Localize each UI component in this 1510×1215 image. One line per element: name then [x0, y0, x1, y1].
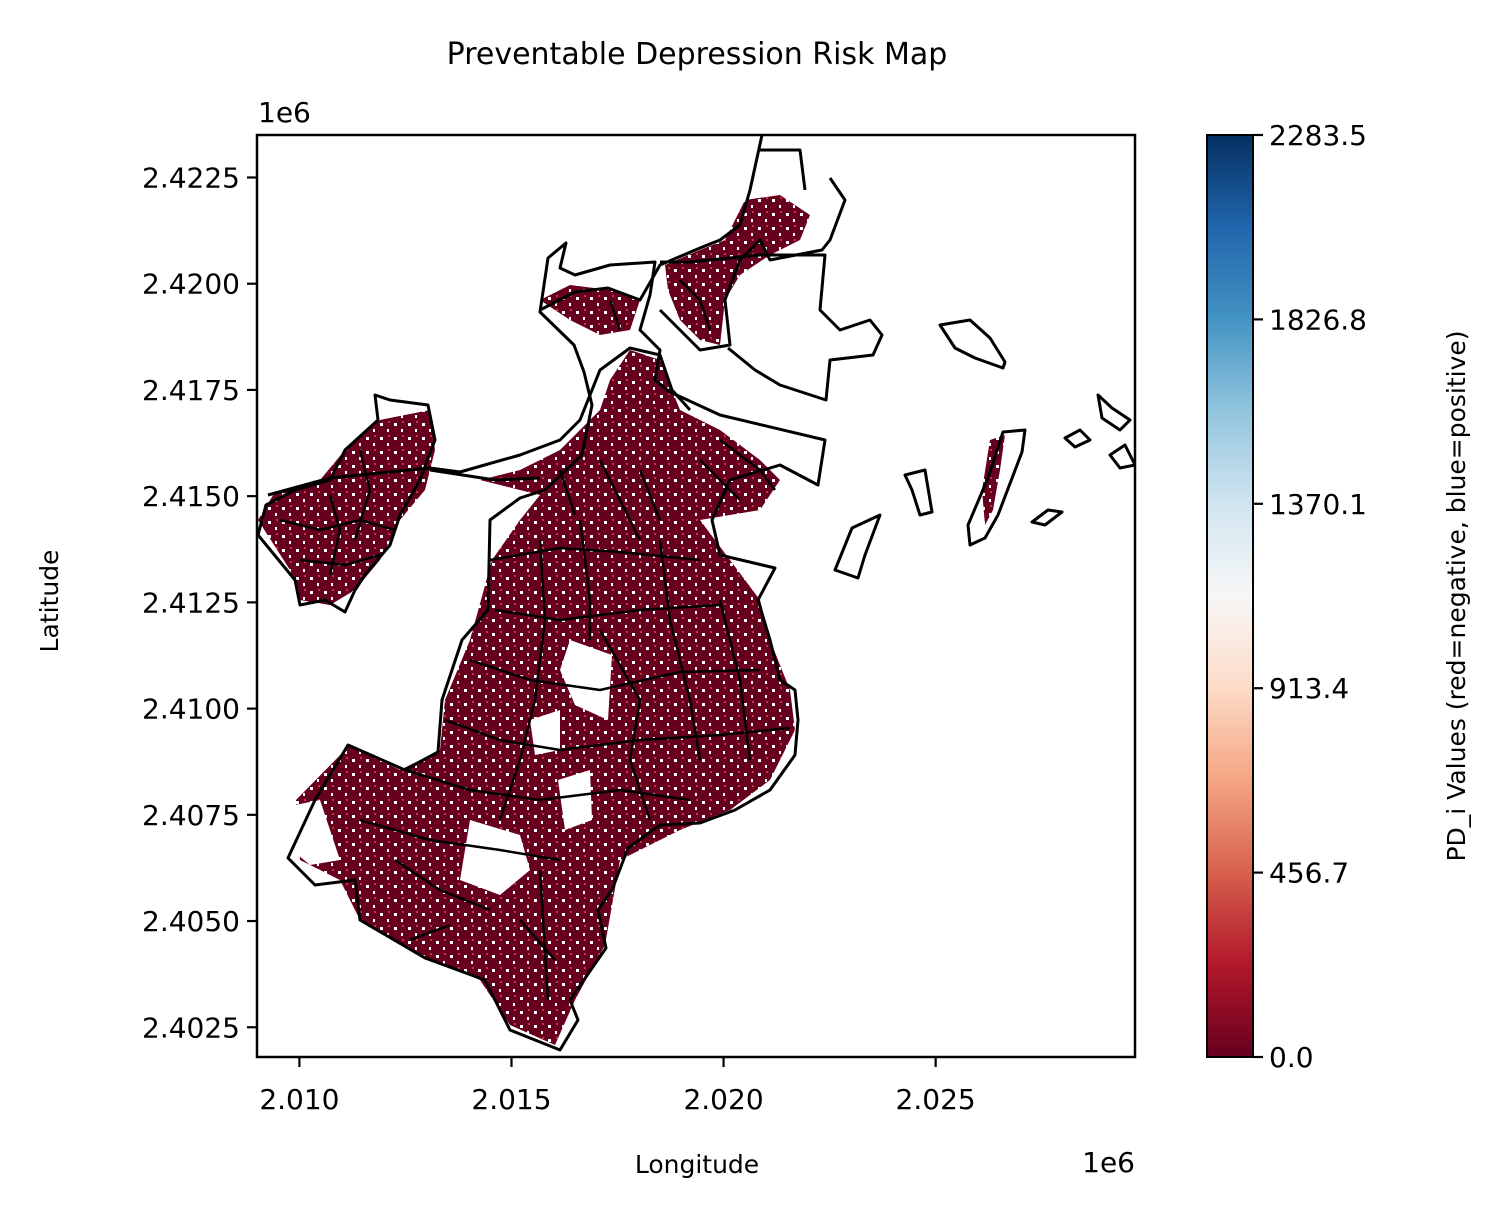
boundary-east-island-6 [1063, 428, 1092, 449]
map-area [257, 135, 1135, 1057]
colorbar-gradient [1206, 134, 1254, 1058]
colorbar-tick-label: 456.7 [1269, 857, 1349, 890]
boundary-internal-lines [279, 279, 791, 1001]
y-tick-label: 2.4125 [142, 586, 240, 619]
y-tick-label: 2.4175 [142, 374, 240, 407]
x-offset-label: 1e6 [1082, 1146, 1135, 1179]
boundary-east-island-8 [1108, 443, 1135, 470]
boundary-outline-main [286, 241, 827, 1052]
y-tick-label: 2.4025 [142, 1011, 240, 1044]
colorbar-tick-label: 1370.1 [1269, 488, 1367, 521]
y-tick-label: 2.4075 [142, 799, 240, 832]
boundary-east-island-2 [966, 428, 1027, 547]
colorbar-tick-label: 0.0 [1269, 1041, 1314, 1074]
void-layer [292, 640, 612, 895]
boundary-east-island-1 [938, 318, 1007, 370]
y-tick-label: 2.4050 [142, 905, 240, 938]
x-tick-label: 2.010 [259, 1083, 339, 1116]
y-axis-ticks: 2.4025 2.4050 2.4075 2.4100 2.4125 2.4150 2.41… [142, 161, 257, 1044]
colorbar-tick-label: 913.4 [1269, 672, 1349, 705]
boundary-outline-west [257, 393, 437, 614]
x-tick-label: 2.015 [471, 1083, 551, 1116]
y-tick-label: 2.4150 [142, 480, 240, 513]
boundary-east-island-3 [903, 468, 934, 517]
x-tick-label: 2.020 [683, 1083, 763, 1116]
boundary-north-a [539, 135, 847, 352]
y-offset-label: 1e6 [258, 96, 311, 129]
y-axis-label: Latitude [35, 550, 64, 653]
map-title: Preventable Depression Risk Map [447, 37, 948, 72]
y-tick-label: 2.4100 [142, 693, 240, 726]
boundary-river [267, 346, 692, 497]
x-tick-label: 2.025 [896, 1083, 976, 1116]
colorbar-label: PD_i Values (red=negative, blue=positive… [1442, 330, 1471, 861]
colorbar-tick-label: 2283.5 [1269, 119, 1367, 152]
colorbar: 0.0 456.7 913.4 1370.1 1826.8 2283.5 PD_i Val… [1206, 119, 1471, 1074]
risk-region-central [480, 350, 780, 520]
boundary-east-island-7 [1096, 393, 1132, 432]
colorbar-ticks: 0.0 456.7 913.4 1370.1 1826.8 2283.5 [1253, 119, 1367, 1074]
colorbar-tick-label: 1826.8 [1269, 303, 1367, 336]
boundary-east-island-5 [1030, 508, 1064, 527]
axes-frame [255, 133, 1137, 1059]
boundary-airport [660, 253, 884, 402]
y-tick-label: 2.4200 [142, 268, 240, 301]
risk-region-west [258, 410, 435, 605]
x-axis-ticks: 2.010 2.015 2.020 2.025 [259, 1057, 976, 1116]
x-axis-label: Longitude [635, 1150, 759, 1179]
tract-boundaries [257, 135, 1135, 1052]
boundary-east-island-4 [833, 513, 882, 580]
y-tick-label: 2.4225 [142, 161, 240, 194]
risk-region-island [982, 435, 1005, 525]
